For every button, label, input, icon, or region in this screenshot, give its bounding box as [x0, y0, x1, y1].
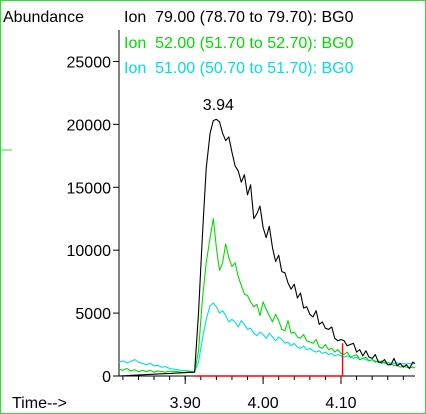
y-tick-label-15000: 15000 [67, 180, 112, 197]
legend-entry-51: Ion 51.00 (50.70 to 51.70): BG0 [124, 60, 354, 77]
x-tick-label-4.1: 4.10 [325, 395, 356, 412]
integration-baseline [194, 343, 344, 377]
x-axis-label: Time--> [12, 395, 67, 412]
legend-entry-52: Ion 52.00 (51.70 to 52.70): BG0 [124, 35, 354, 52]
x-ticks: 3.90 4.00 4.10 [170, 376, 357, 412]
peak-label: 3.94 [203, 97, 234, 114]
y-tick-label-10000: 10000 [67, 243, 112, 260]
legend-entry-79: Ion 79.00 (78.70 to 79.70): BG0 [124, 9, 354, 26]
series-line-1 [118, 218, 416, 373]
series-lines [118, 118, 416, 377]
series-line-0 [118, 118, 416, 377]
y-tick-label-25000: 25000 [67, 54, 112, 71]
x-tick-label-3.9: 3.90 [170, 395, 201, 412]
y-tick-label-20000: 20000 [67, 117, 112, 134]
series-line-2 [118, 302, 416, 373]
y-tick-label-0: 0 [102, 369, 111, 386]
y-axis-label: Abundance [3, 9, 84, 26]
x-tick-label-4: 4.00 [248, 395, 279, 412]
y-tick-label-5000: 5000 [75, 306, 111, 323]
y-ticks: 0 5000 10000 15000 20000 25000 [67, 54, 119, 386]
